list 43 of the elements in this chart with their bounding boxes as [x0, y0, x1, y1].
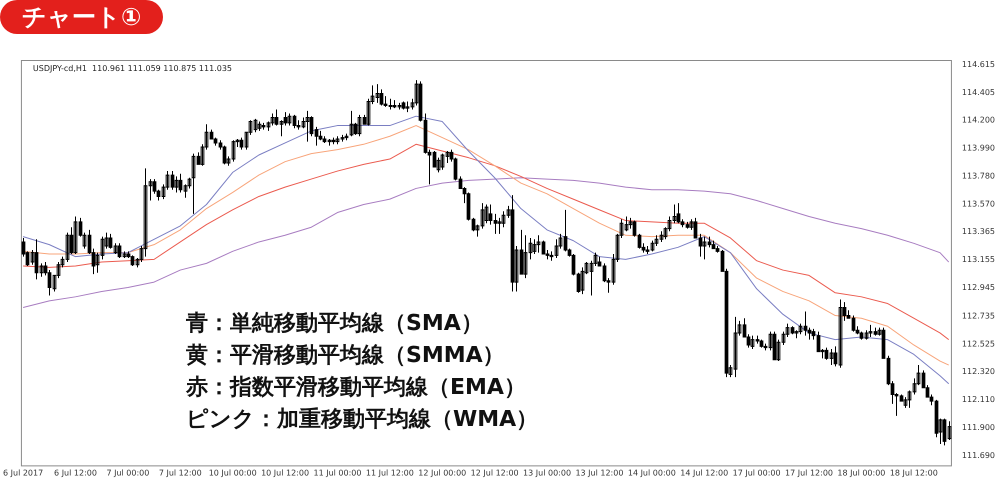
annotation: 黄：平滑移動平均線（SMMA）	[186, 342, 506, 370]
y-tick-label: 111.690	[962, 451, 996, 460]
x-tick-label: 18 Jul 12:00	[890, 468, 938, 478]
x-tick-label: 10 Jul 12:00	[261, 468, 310, 478]
y-tick-label: 113.990	[962, 143, 996, 152]
chart-title: チャート①	[0, 0, 164, 34]
x-tick-label: 17 Jul 12:00	[785, 468, 834, 478]
y-tick-label: 112.735	[962, 311, 996, 320]
y-tick-label: 112.320	[962, 366, 996, 376]
annotation: 青：単純移動平均線（SMA）	[186, 310, 484, 338]
x-tick-label: 17 Jul 00:00	[732, 468, 781, 478]
candlestick	[174, 176, 178, 193]
candlestick	[306, 110, 310, 142]
annotation: 赤：指数平滑移動平均線（EMA）	[186, 374, 527, 402]
y-tick-label: 112.110	[962, 394, 996, 404]
x-tick-label: 6 Jul 2017	[3, 468, 44, 478]
y-tick-label: 113.155	[962, 255, 996, 264]
y-tick-label: 112.525	[962, 339, 996, 348]
y-tick-label: 113.780	[962, 171, 996, 180]
x-tick-label: 12 Jul 12:00	[470, 468, 519, 478]
y-tick-label: 114.200	[962, 115, 996, 124]
x-tick-label: 7 Jul 00:00	[106, 468, 150, 478]
x-tick-label: 7 Jul 12:00	[158, 468, 202, 478]
x-tick-label: 10 Jul 00:00	[208, 468, 257, 478]
x-tick-label: 11 Jul 00:00	[313, 468, 362, 478]
x-tick-label: 14 Jul 00:00	[628, 468, 676, 478]
x-tick-label: 11 Jul 12:00	[366, 468, 414, 478]
y-tick-label: 114.405	[962, 88, 996, 97]
x-tick-label: 13 Jul 12:00	[575, 468, 624, 478]
x-tick-label: 6 Jul 12:00	[54, 468, 97, 478]
annotation: ピンク：加重移動平均線（WMA）	[186, 406, 538, 434]
x-tick-label: 14 Jul 12:00	[680, 468, 728, 478]
x-tick-label: 18 Jul 00:00	[837, 468, 886, 478]
y-tick-label: 113.365	[962, 227, 996, 236]
y-tick-label: 113.570	[962, 200, 996, 209]
candlestick	[258, 121, 262, 132]
x-tick-label: 13 Jul 00:00	[523, 468, 572, 478]
y-tick-label: 112.945	[962, 283, 996, 292]
x-tick-label: 12 Jul 00:00	[418, 468, 466, 478]
candlestick	[350, 110, 354, 137]
y-tick-label: 114.615	[962, 60, 996, 69]
annotation: USDJPY-cd,H1 110.961 111.059 110.875 111.035	[32, 64, 232, 74]
y-tick-label: 111.900	[962, 423, 996, 432]
